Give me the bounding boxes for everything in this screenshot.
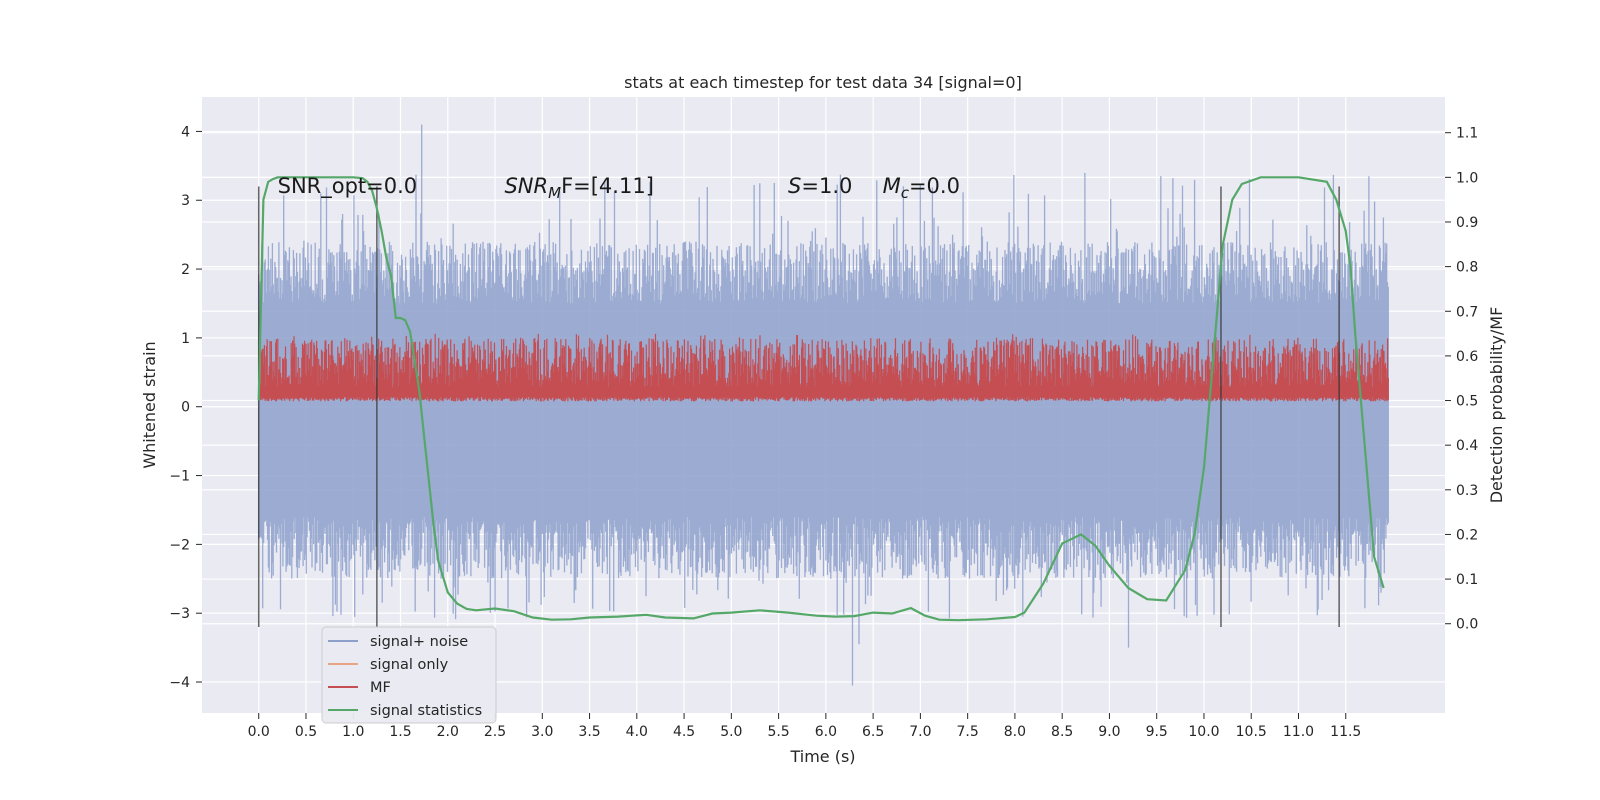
annotation-subscript: c [901, 184, 910, 202]
annotation-text: SNR_opt=0.0 [278, 174, 418, 199]
y2-tick-label: 1.0 [1456, 170, 1478, 186]
legend-label: MF [370, 680, 391, 696]
signal-statistics-line [257, 176, 1385, 622]
y-tick-label: 2 [181, 262, 190, 278]
x-axis-ticks: 0.0 0.5 1.0 1.5 2.0 2.5 3.0 3.5 4.0 4.5 5.0 5.5 6.0 6… [248, 713, 1361, 740]
annotation-subscript: M [548, 184, 561, 202]
y2-axis-ticks: 0.0 0.1 0.2 0.3 0.4 0.5 0.6 0.7 0.8 0.9 1.0 1.1 [1445, 126, 1478, 633]
annotation-main: S [788, 174, 801, 198]
annotation-main: SNR [504, 174, 548, 198]
y2-tick-label: 0.0 [1456, 617, 1478, 633]
annotation-text: SNRMF=[4.11] [504, 174, 653, 202]
y-tick-label: −2 [169, 537, 190, 553]
y-tick-label: −3 [169, 606, 190, 622]
y2-tick-label: 1.1 [1456, 126, 1478, 142]
y2-tick-label: 0.7 [1456, 304, 1478, 320]
y-tick-label: 0 [181, 400, 190, 416]
x-tick-label: 8.5 [1051, 724, 1073, 740]
annotation-rest: F=[4.11] [561, 174, 654, 198]
legend-box [321, 626, 497, 724]
legend-label: signal only [370, 657, 449, 673]
y-tick-label: −4 [169, 675, 190, 691]
chart-title: stats at each timestep for test data 34 … [624, 73, 1022, 92]
x-tick-label: 1.5 [389, 724, 411, 740]
x-tick-label: 7.5 [957, 724, 979, 740]
signal-statistics-series [257, 176, 1385, 622]
x-tick-label: 6.0 [815, 724, 837, 740]
y2-tick-label: 0.6 [1456, 349, 1478, 365]
annotation-main: SNR_opt=0.0 [278, 174, 418, 199]
x-tick-label: 10.5 [1236, 724, 1267, 740]
y2-tick-label: 0.1 [1456, 572, 1478, 588]
x-tick-label: 0.0 [248, 724, 270, 740]
y2-tick-label: 0.5 [1456, 394, 1478, 410]
y2-axis-label: Detection probability/MF [1487, 307, 1506, 504]
x-axis-label: Time (s) [789, 747, 855, 766]
annotations: SNR_opt=0.0 SNRMF=[4.11] S=1.0 Mc=0.0 [278, 174, 960, 202]
x-tick-label: 3.5 [578, 724, 600, 740]
legend-label: signal+ noise [370, 634, 468, 650]
x-tick-label: 4.5 [673, 724, 695, 740]
y2-tick-label: 0.9 [1456, 215, 1478, 231]
y-tick-label: −1 [169, 469, 190, 485]
x-tick-label: 6.5 [862, 724, 884, 740]
annotation-text: S=1.0 [788, 174, 852, 198]
y2-tick-label: 0.2 [1456, 527, 1478, 543]
y2-tick-label: 0.8 [1456, 260, 1478, 276]
x-tick-label: 5.0 [720, 724, 742, 740]
y-tick-label: 3 [181, 193, 190, 209]
y-axis-ticks: −4 −3 −2 −1 0 1 2 3 4 [169, 124, 202, 691]
y2-tick-label: 0.3 [1456, 483, 1478, 499]
y-tick-label: 4 [181, 124, 190, 140]
x-tick-label: 8.0 [1004, 724, 1026, 740]
y-tick-label: 1 [181, 331, 190, 347]
y-axis-label: Whitened strain [140, 341, 159, 468]
x-tick-label: 0.5 [295, 724, 317, 740]
annotation-text: Mc=0.0 [883, 174, 960, 202]
annotation-rest: =1.0 [801, 174, 852, 198]
x-tick-label: 11.5 [1330, 724, 1361, 740]
x-tick-label: 10.0 [1188, 724, 1219, 740]
legend-label: signal statistics [370, 703, 482, 719]
x-tick-label: 5.5 [767, 724, 789, 740]
x-tick-label: 11.0 [1283, 724, 1314, 740]
annotation-rest: =0.0 [909, 174, 960, 198]
x-tick-label: 2.0 [437, 724, 459, 740]
annotation-main: M [883, 174, 901, 198]
x-tick-label: 4.0 [626, 724, 648, 740]
y2-tick-label: 0.4 [1456, 438, 1478, 454]
x-tick-label: 9.5 [1146, 724, 1168, 740]
x-tick-label: 3.0 [531, 724, 553, 740]
x-tick-label: 1.0 [342, 724, 364, 740]
legend: signal+ noise signal only MF signal statist… [321, 626, 497, 724]
x-tick-label: 7.0 [909, 724, 931, 740]
x-tick-label: 2.5 [484, 724, 506, 740]
x-tick-label: 9.0 [1098, 724, 1120, 740]
